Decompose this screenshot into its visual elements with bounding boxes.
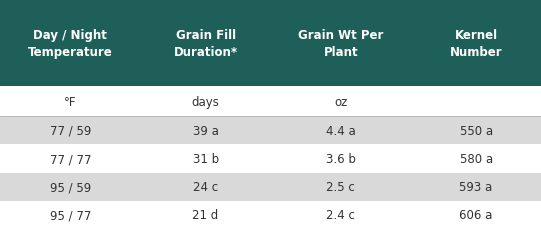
Text: 24 c: 24 c xyxy=(193,180,218,194)
FancyBboxPatch shape xyxy=(0,201,541,229)
Text: °F: °F xyxy=(64,95,77,108)
FancyBboxPatch shape xyxy=(0,87,541,117)
Text: 606 a: 606 a xyxy=(459,208,493,221)
Text: Day / Night
Temperature: Day / Night Temperature xyxy=(28,29,113,58)
Text: 2.5 c: 2.5 c xyxy=(326,180,355,194)
FancyBboxPatch shape xyxy=(0,173,541,201)
Text: 4.4 a: 4.4 a xyxy=(326,124,355,137)
Text: 593 a: 593 a xyxy=(459,180,493,194)
FancyBboxPatch shape xyxy=(0,0,541,87)
Text: 550 a: 550 a xyxy=(459,124,493,137)
Text: 3.6 b: 3.6 b xyxy=(326,152,356,165)
Text: Kernel
Number: Kernel Number xyxy=(450,29,503,58)
Text: Grain Wt Per
Plant: Grain Wt Per Plant xyxy=(298,29,384,58)
Text: 39 a: 39 a xyxy=(193,124,219,137)
Text: 580 a: 580 a xyxy=(459,152,493,165)
FancyBboxPatch shape xyxy=(0,117,541,145)
Text: 77 / 59: 77 / 59 xyxy=(50,124,91,137)
Text: 95 / 59: 95 / 59 xyxy=(50,180,91,194)
Text: 95 / 77: 95 / 77 xyxy=(50,208,91,221)
Text: days: days xyxy=(192,95,220,108)
Text: 31 b: 31 b xyxy=(193,152,219,165)
Text: Grain Fill
Duration*: Grain Fill Duration* xyxy=(174,29,237,58)
Text: 77 / 77: 77 / 77 xyxy=(50,152,91,165)
FancyBboxPatch shape xyxy=(0,145,541,173)
Text: 2.4 c: 2.4 c xyxy=(326,208,355,221)
Text: 21 d: 21 d xyxy=(193,208,219,221)
Text: oz: oz xyxy=(334,95,347,108)
